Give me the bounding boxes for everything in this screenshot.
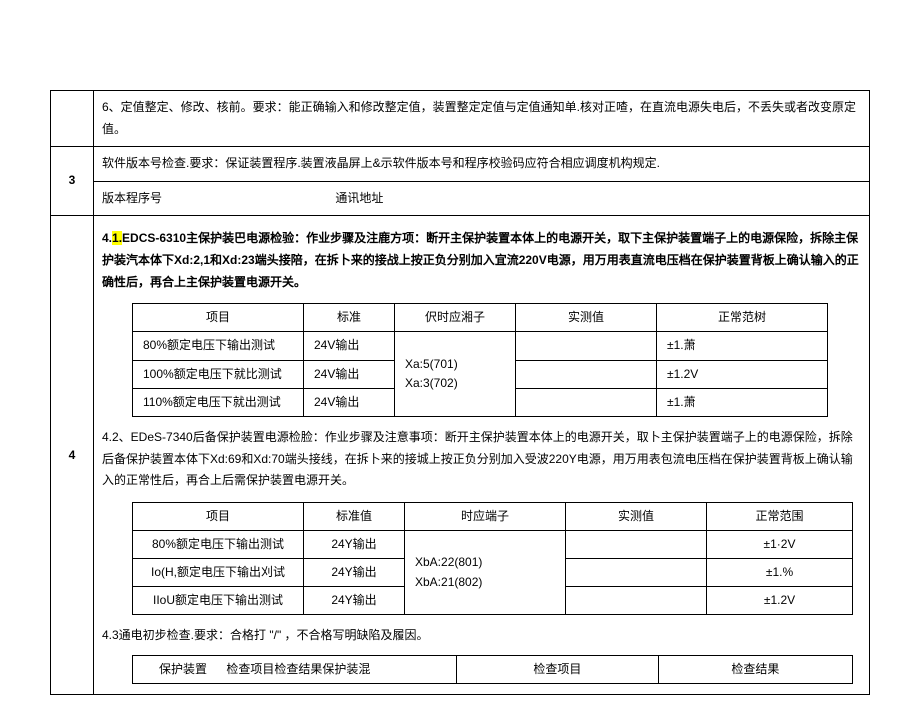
row4-num: 4 — [51, 216, 94, 695]
row3-line2: 版本程序号 通讯地址 — [94, 181, 870, 216]
t42-r2c4: ±1.2V — [707, 587, 853, 615]
t41-r2c0: 110%额定电压下就出测试 — [133, 388, 304, 416]
t41-r0c4: ±1.萧 — [657, 332, 828, 360]
table-42: 项目 标准值 时应端子 实测值 正常范围 80%额定电压下输出测试 24Y输出 … — [132, 502, 853, 616]
t43-c1b: 检查项目检查结果保护装混 — [226, 662, 370, 676]
t41-h3: 实测值 — [516, 304, 657, 332]
sec42-text: 4.2、EDeS-7340后备保护装置电源检脸：作业步骤及注意事项：断开主保护装… — [102, 423, 861, 496]
table-41: 项目 标准 伬时应湘子 实测值 正常范树 80%额定电压下输出测试 24V输出 … — [132, 303, 828, 417]
t42-r1c3 — [566, 559, 707, 587]
t42-r1c4: ±1.% — [707, 559, 853, 587]
t41-r1c3 — [516, 360, 657, 388]
t42-r2c3 — [566, 587, 707, 615]
row-top-text: 6、定值整定、修改、核前。要求：能正确输入和修改整定值，装置整定定值与定值通知单… — [94, 91, 870, 147]
row3-label-a: 版本程序号 — [102, 188, 332, 210]
row3-label-b: 通讯地址 — [335, 191, 383, 205]
sec41-highlight: 1. — [112, 231, 122, 245]
t41-r1c4: ±1.2V — [657, 360, 828, 388]
t43-c2: 检查项目 — [457, 656, 659, 684]
t42-r1c1: 24Y输出 — [304, 559, 405, 587]
t42-r0c3 — [566, 530, 707, 558]
t41-r1c0: 100%额定电压下就比测试 — [133, 360, 304, 388]
t42-r0c1: 24Y输出 — [304, 530, 405, 558]
t42-h0: 项目 — [133, 502, 304, 530]
t43-c1a: 保护装置 — [143, 660, 223, 679]
main-table: 6、定值整定、修改、核前。要求：能正确输入和修改整定值，装置整定定值与定值通知单… — [50, 90, 870, 695]
row3-line1: 软件版本号检查.要求：保证装置程序.装置液晶屏上&示软件版本号和程序校验码应符合… — [94, 147, 870, 182]
sec41-rest: EDCS-6310主保护装巴电源检验：作业步骤及注鹿方项：断开主保护装置本体上的… — [102, 231, 859, 288]
t41-r2c3 — [516, 388, 657, 416]
t41-h0: 项目 — [133, 304, 304, 332]
t42-r1c0: Io(H,额定电压下输出刈试 — [133, 559, 304, 587]
row3-num: 3 — [51, 147, 94, 216]
t42-r0c0: 80%额定电压下输出测试 — [133, 530, 304, 558]
t41-r1c1: 24V输出 — [304, 360, 395, 388]
row4-body: 4.1.EDCS-6310主保护装巴电源检验：作业步骤及注鹿方项：断开主保护装置… — [94, 216, 870, 695]
t41-h2: 伬时应湘子 — [395, 304, 516, 332]
t41-r0c3 — [516, 332, 657, 360]
t41-r2c4: ±1.萧 — [657, 388, 828, 416]
t41-h1: 标准 — [304, 304, 395, 332]
t41-merged-terminal: Xa:5(701) Xa:3(702) — [395, 332, 516, 417]
sec43-text: 4.3通电初步检查.要求：合格打 "/" ，不合格写明缺陷及履因。 — [102, 621, 861, 651]
row-top-num — [51, 91, 94, 147]
t42-h3: 实测值 — [566, 502, 707, 530]
sec41-text: 4.1.EDCS-6310主保护装巴电源检验：作业步骤及注鹿方项：断开主保护装置… — [102, 224, 861, 297]
t42-h4: 正常范围 — [707, 502, 853, 530]
t42-r2c1: 24Y输出 — [304, 587, 405, 615]
t41-r2c1: 24V输出 — [304, 388, 395, 416]
t43-c3: 检查结果 — [658, 656, 852, 684]
t42-h1: 标准值 — [304, 502, 405, 530]
t42-h2: 时应端子 — [405, 502, 566, 530]
t41-r0c0: 80%额定电压下输出测试 — [133, 332, 304, 360]
t42-r2c0: IIoU额定电压下输出测试 — [133, 587, 304, 615]
table-43: 保护装置 检查项目检查结果保护装混 检查项目 检查结果 — [132, 655, 853, 684]
t41-r0c1: 24V输出 — [304, 332, 395, 360]
t42-r0c4: ±1·2V — [707, 530, 853, 558]
sec41-prefix: 4. — [102, 231, 112, 245]
t42-merged-terminal: XbA:22(801) XbA:21(802) — [405, 530, 566, 615]
t41-h4: 正常范树 — [657, 304, 828, 332]
